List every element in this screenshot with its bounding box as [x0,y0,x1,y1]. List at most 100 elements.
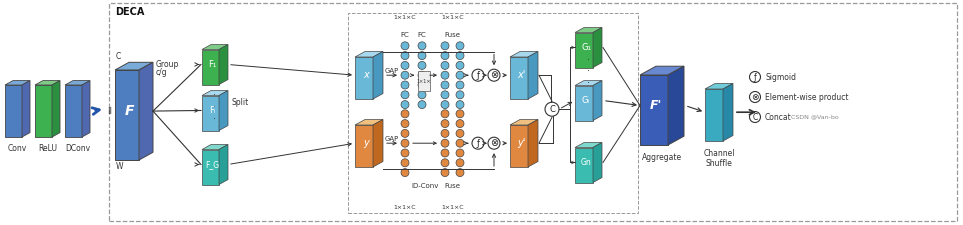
Polygon shape [510,52,538,57]
Circle shape [401,110,409,118]
Circle shape [441,52,449,60]
Text: ƒ: ƒ [754,72,756,81]
Polygon shape [510,119,538,125]
Polygon shape [202,149,219,184]
Text: 1×1×C: 1×1×C [394,205,416,210]
Text: FC: FC [401,32,409,38]
Text: C: C [752,112,758,122]
Text: DConv: DConv [65,144,91,153]
Polygon shape [510,57,528,99]
Circle shape [441,91,449,99]
Circle shape [441,149,449,157]
Text: F₁: F₁ [208,60,217,69]
Text: 1×1×: 1×1× [417,79,431,84]
Polygon shape [202,90,228,95]
Circle shape [456,169,464,177]
Polygon shape [373,119,383,167]
Text: ID-Conv: ID-Conv [411,182,439,189]
Polygon shape [640,66,684,75]
Polygon shape [355,119,383,125]
Circle shape [441,120,449,128]
Text: GAP: GAP [385,68,400,74]
Text: ƒ: ƒ [477,139,480,148]
Text: C: C [549,105,555,114]
Polygon shape [202,50,219,85]
Circle shape [456,71,464,79]
Circle shape [401,129,409,137]
Circle shape [441,101,449,109]
Polygon shape [355,57,373,99]
Polygon shape [640,75,668,145]
Polygon shape [575,148,593,182]
Circle shape [441,139,449,147]
Circle shape [401,101,409,109]
Circle shape [401,169,409,177]
Circle shape [401,91,409,99]
Polygon shape [139,62,153,160]
Circle shape [441,42,449,50]
Text: ⊗: ⊗ [490,70,498,80]
Circle shape [456,81,464,89]
Text: Fᵢ: Fᵢ [209,106,216,115]
Polygon shape [593,81,602,121]
Circle shape [456,139,464,147]
Polygon shape [22,81,30,137]
Circle shape [401,42,409,50]
Circle shape [456,159,464,167]
Circle shape [418,61,426,69]
Circle shape [418,42,426,50]
Polygon shape [52,81,60,137]
Text: F': F' [650,99,663,112]
Text: ReLU: ReLU [38,144,57,153]
Text: c/g: c/g [156,68,168,77]
Polygon shape [575,143,602,148]
Polygon shape [575,32,593,68]
Polygon shape [115,70,139,160]
Text: Aggregate: Aggregate [642,153,682,162]
Text: Concat: Concat [765,112,792,122]
Text: DECA: DECA [115,7,144,17]
Polygon shape [355,52,383,57]
Circle shape [456,42,464,50]
Text: Conv: Conv [8,144,27,153]
Circle shape [418,101,426,109]
Polygon shape [510,125,528,167]
Polygon shape [575,81,602,86]
Circle shape [456,149,464,157]
Circle shape [456,52,464,60]
Text: ⊗: ⊗ [490,138,498,148]
Text: Gn: Gn [581,158,591,167]
Circle shape [456,61,464,69]
Circle shape [441,110,449,118]
Polygon shape [528,52,538,99]
Polygon shape [575,27,602,32]
Circle shape [441,61,449,69]
Polygon shape [82,81,90,137]
Polygon shape [35,85,52,137]
Polygon shape [355,125,373,167]
Polygon shape [219,45,228,85]
Polygon shape [65,81,90,85]
Circle shape [401,149,409,157]
Circle shape [456,129,464,137]
Text: FC: FC [418,32,427,38]
Polygon shape [202,95,219,130]
Text: F: F [124,104,134,118]
Text: x: x [363,70,369,80]
Text: Sigmoid: Sigmoid [765,72,796,81]
Polygon shape [528,119,538,167]
Circle shape [401,61,409,69]
Circle shape [401,120,409,128]
Text: Fuse: Fuse [445,32,460,38]
Polygon shape [115,62,153,70]
Text: C: C [116,52,121,61]
Polygon shape [219,144,228,184]
Polygon shape [35,81,60,85]
Text: G₁: G₁ [581,43,591,52]
Circle shape [418,52,426,60]
Polygon shape [575,86,593,121]
Text: Channel
Shuffle: Channel Shuffle [703,149,735,168]
Polygon shape [202,144,228,149]
Text: x': x' [517,70,525,80]
Circle shape [441,71,449,79]
